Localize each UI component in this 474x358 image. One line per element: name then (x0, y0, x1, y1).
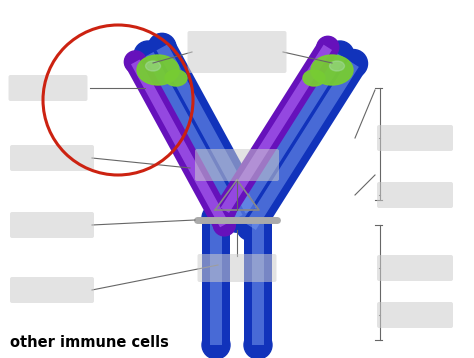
Polygon shape (225, 48, 352, 226)
Circle shape (237, 196, 265, 224)
FancyBboxPatch shape (188, 31, 286, 73)
Circle shape (326, 41, 354, 69)
Ellipse shape (165, 70, 187, 86)
Circle shape (237, 213, 264, 241)
Ellipse shape (311, 55, 353, 85)
Polygon shape (202, 218, 230, 345)
FancyBboxPatch shape (9, 75, 88, 101)
Polygon shape (232, 52, 346, 221)
Circle shape (213, 214, 236, 236)
Polygon shape (136, 48, 249, 225)
Circle shape (317, 36, 339, 58)
Circle shape (134, 41, 162, 69)
Circle shape (214, 199, 236, 221)
Circle shape (223, 204, 251, 232)
FancyBboxPatch shape (10, 212, 94, 238)
FancyBboxPatch shape (377, 125, 453, 151)
Circle shape (223, 204, 251, 232)
FancyBboxPatch shape (377, 255, 453, 281)
Polygon shape (252, 218, 264, 345)
Polygon shape (239, 56, 365, 234)
Polygon shape (245, 60, 359, 230)
Circle shape (339, 49, 367, 78)
Ellipse shape (137, 55, 179, 85)
Polygon shape (131, 59, 229, 227)
Polygon shape (150, 40, 264, 217)
Text: other immune cells: other immune cells (10, 335, 169, 350)
Ellipse shape (146, 61, 161, 71)
Ellipse shape (329, 61, 345, 71)
FancyBboxPatch shape (198, 254, 276, 282)
Polygon shape (210, 218, 222, 345)
Circle shape (244, 331, 272, 358)
Polygon shape (216, 42, 337, 216)
Polygon shape (156, 44, 256, 213)
Polygon shape (244, 218, 272, 345)
FancyBboxPatch shape (377, 182, 453, 208)
Polygon shape (126, 57, 234, 230)
Ellipse shape (303, 70, 325, 86)
Circle shape (244, 204, 272, 232)
FancyBboxPatch shape (10, 145, 94, 171)
Circle shape (124, 51, 146, 73)
Polygon shape (143, 52, 243, 221)
FancyBboxPatch shape (377, 302, 453, 328)
Polygon shape (220, 45, 332, 213)
Circle shape (148, 33, 176, 61)
FancyBboxPatch shape (10, 277, 94, 303)
Circle shape (202, 331, 230, 358)
FancyBboxPatch shape (195, 149, 279, 181)
Circle shape (202, 204, 230, 232)
